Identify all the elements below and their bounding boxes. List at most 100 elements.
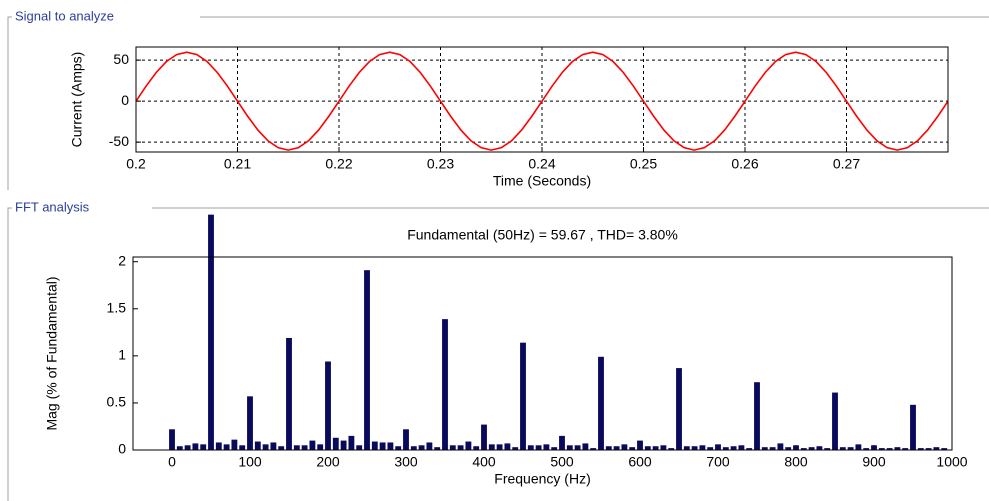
bar [434,447,441,450]
bar [169,429,175,450]
bar [683,446,690,450]
bar [839,447,846,450]
bar [215,442,222,450]
bar [605,446,612,450]
plot-area [133,257,952,450]
bar [512,447,519,450]
bar [668,448,675,450]
bar [800,448,807,450]
bar [707,447,714,450]
bar [933,447,940,450]
x-tick-label: 900 [862,454,886,470]
bar [676,368,682,450]
bar [176,446,183,450]
bar [621,444,628,450]
bar [902,448,909,450]
bar [878,448,885,450]
bar [442,319,448,450]
bar [551,447,558,450]
bar [208,214,214,450]
x-tick-label: 100 [238,454,262,470]
bar [917,448,924,450]
axes-box [132,256,953,451]
bar [590,448,597,450]
x-tick-label: 300 [394,454,418,470]
x-tick-label: 0.26 [731,156,758,172]
x-tick-label: 700 [706,454,730,470]
bar [309,440,316,450]
signal-line [136,51,948,151]
bar [247,396,253,450]
bar [832,392,838,450]
bar [496,444,503,450]
bar [418,445,425,450]
x-tick-label: 800 [784,454,808,470]
y-tick-label: 0.5 [107,394,127,410]
bar [449,445,456,450]
bar [730,446,737,450]
bar [886,448,893,450]
bar [660,445,667,450]
bar [769,447,776,450]
y-axis-label: Mag (% of Fundamental) [44,276,60,430]
bar [278,446,285,450]
bar [824,448,831,450]
x-tick-label: 200 [316,454,340,470]
bar [387,442,394,450]
bar [808,447,815,450]
bar [855,444,862,450]
bar [816,446,823,450]
bar [559,435,565,450]
x-tick-label: 0.21 [224,156,251,172]
bar [520,342,526,450]
panel-title: Signal to analyze [15,8,114,23]
bar [847,447,854,450]
x-tick-label: 0.22 [325,156,352,172]
bar [777,443,784,450]
bar [871,445,877,450]
panel-title: FFT analysis [15,199,90,214]
y-axis-label: Current (Amps) [69,52,85,148]
bar [785,447,792,450]
x-tick-label: 0.25 [630,156,657,172]
chart-title: Fundamental (50Hz) = 59.67 , THD= 3.80% [407,227,678,243]
bar [613,446,620,450]
bar [184,445,191,450]
bar [332,437,339,450]
bar [231,439,238,450]
plot-area [136,47,948,152]
x-axis-label: Frequency (Hz) [494,471,590,487]
bar [340,440,347,450]
x-tick-label: 600 [628,454,652,470]
bar [223,444,230,450]
y-tick-label: 0 [118,441,126,457]
bar [364,270,370,450]
bar [574,445,581,450]
bar [629,447,636,450]
x-tick-label: 0.24 [528,156,555,172]
bar [863,448,870,450]
bar [286,337,292,450]
bar [910,404,916,450]
bar [746,448,753,450]
y-tick-label: 1 [118,347,126,363]
bar [637,440,643,450]
bar [543,444,550,450]
y-tick-label: 2 [118,252,126,268]
bar [644,446,651,450]
y-tick-label: 50 [113,51,129,67]
bar [527,445,534,450]
bar [582,443,589,450]
bar [317,444,324,450]
bar [356,445,363,450]
x-tick-label: 1000 [936,454,967,470]
bar [348,435,355,450]
panel-frame [7,207,989,501]
bar [293,445,300,450]
bar [699,445,706,450]
bar [566,445,573,450]
bar [504,443,511,450]
bar [379,442,386,450]
bar [426,442,433,450]
bar [722,447,729,450]
